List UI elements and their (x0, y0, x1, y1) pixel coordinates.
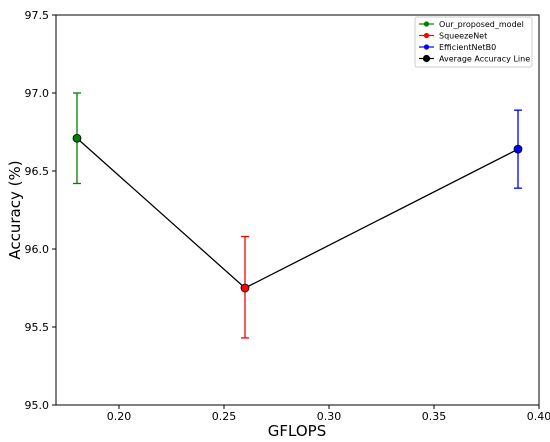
y-tick-label: 97.5 (25, 9, 50, 22)
y-tick-label: 96.5 (25, 165, 50, 178)
legend-label: Average Accuracy Line (439, 55, 530, 64)
y-tick-label: 95.5 (25, 321, 50, 334)
plot-area (55, 14, 540, 406)
legend-marker (423, 44, 430, 50)
legend-marker (423, 32, 430, 39)
x-axis-ticks: 0.20 0.25 0.30 0.35 0.40 (107, 405, 550, 423)
x-tick-label: 0.35 (422, 410, 447, 423)
legend-label: SqueezeNet (439, 32, 487, 41)
series-layer (72, 92, 523, 339)
data-point (513, 144, 523, 154)
x-tick-label: 0.20 (107, 410, 132, 423)
x-axis-label: GFLOPS (268, 422, 326, 440)
data-point (72, 133, 82, 143)
legend-box (414, 16, 533, 68)
data-point (240, 283, 250, 293)
x-tick-label: 0.30 (317, 410, 342, 423)
y-tick-label: 96.0 (25, 243, 50, 256)
legend-marker (422, 54, 431, 63)
legend-label: EfficientNetB0 (439, 43, 496, 52)
legend-items: Our_proposed_model SqueezeNet EfficientNet… (419, 20, 530, 64)
x-tick-label: 0.25 (212, 410, 237, 423)
y-tick-label: 95.0 (25, 399, 50, 412)
legend-marker (423, 21, 430, 27)
x-tick-label: 0.40 (527, 410, 550, 423)
y-tick-label: 97.0 (25, 87, 50, 100)
legend-label: Our_proposed_model (439, 20, 524, 29)
y-axis-label: Accuracy (%) (6, 160, 24, 259)
y-axis-ticks: 95.0 95.5 96.0 96.5 97.0 97.5 (25, 9, 56, 412)
legend: Our_proposed_model SqueezeNet EfficientNet… (414, 16, 533, 68)
